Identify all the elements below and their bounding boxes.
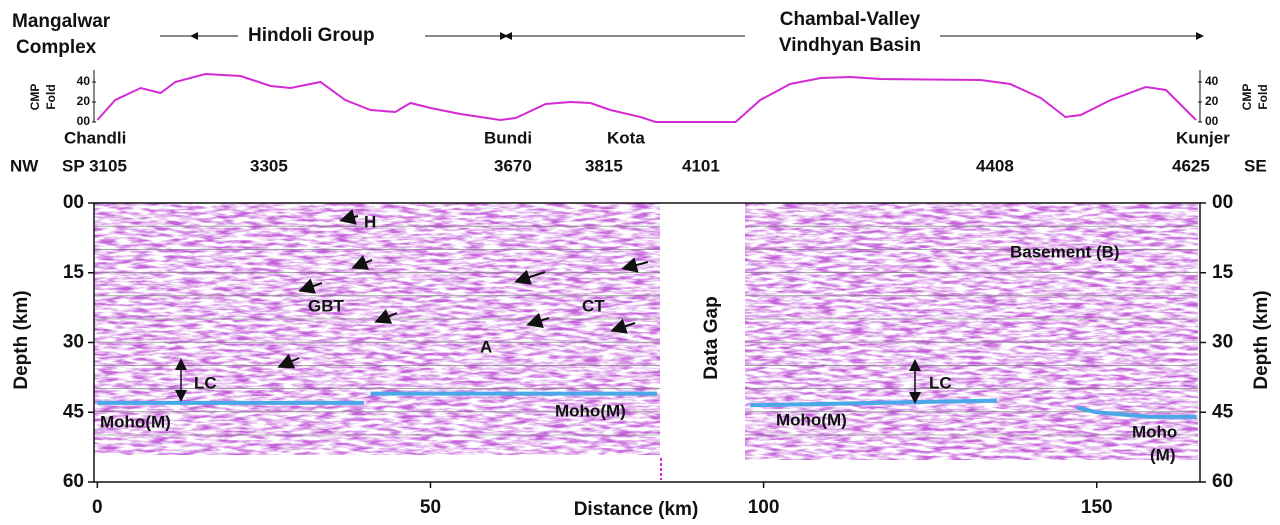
arrow xyxy=(526,312,550,329)
annotation: (M) xyxy=(1150,445,1175,464)
station: Kunjer xyxy=(1176,128,1230,147)
y-tick-label: 40 xyxy=(77,74,91,88)
annotation: Moho xyxy=(1132,422,1177,441)
shot-point: SP 3105 xyxy=(62,156,127,175)
y2-tick-label: 20 xyxy=(1205,94,1219,108)
arrow xyxy=(351,255,373,270)
annotation: Basement (B) xyxy=(1010,242,1120,261)
station: Chandli xyxy=(64,128,126,147)
seismic-texture xyxy=(94,203,660,455)
moho-line xyxy=(1076,405,1197,419)
arrow xyxy=(621,257,649,273)
group-label: Complex xyxy=(16,37,97,58)
annotation: LC xyxy=(194,373,217,392)
data-gap: Data Gap xyxy=(701,296,722,379)
y2-tick-label: 45 xyxy=(1212,401,1234,422)
shot-point: 3815 xyxy=(585,156,623,175)
y2-tick-label: 30 xyxy=(1212,332,1233,353)
shot-point: 4625 xyxy=(1172,156,1210,175)
annotation: LC xyxy=(929,373,952,392)
y-tick-label: 00 xyxy=(63,192,84,213)
arrow xyxy=(277,353,300,369)
x-tick-label: 50 xyxy=(420,497,441,518)
y2-axis-label: CMP xyxy=(1240,84,1254,111)
y-tick-label: 30 xyxy=(63,332,84,353)
annotation: GBT xyxy=(308,296,345,315)
y2-axis-label: Fold xyxy=(1256,84,1270,109)
y-axis-label: Fold xyxy=(44,84,58,109)
y-axis-label: Depth (km) xyxy=(11,290,32,389)
y-axis-label: CMP xyxy=(28,84,42,111)
annotation: Moho(M) xyxy=(555,401,626,420)
x-tick-label: 100 xyxy=(748,497,780,518)
y2-tick-label: 40 xyxy=(1205,74,1219,88)
station: Kota xyxy=(607,128,645,147)
direction: SE xyxy=(1244,156,1267,175)
arrow xyxy=(374,308,398,324)
group-label: Vindhyan Basin xyxy=(779,35,921,56)
y2-tick-label: 60 xyxy=(1212,471,1233,492)
cmp-fold-line xyxy=(96,72,1197,123)
group-label: Hindoli Group xyxy=(248,25,375,46)
y-tick-label: 45 xyxy=(63,401,85,422)
direction: NW xyxy=(10,156,39,175)
shot-point: 4408 xyxy=(976,156,1014,175)
group-label: Mangalwar xyxy=(12,11,111,32)
shot-point: 4101 xyxy=(682,156,720,175)
annotation: H xyxy=(364,212,376,231)
shot-point: 3670 xyxy=(494,156,532,175)
x-tick-label: 0 xyxy=(92,497,103,518)
y-tick-label: 15 xyxy=(63,262,85,283)
group-label: Chambal-Valley xyxy=(780,9,921,30)
arrow xyxy=(514,269,546,285)
y-tick-label: 20 xyxy=(77,94,91,108)
annotation: CT xyxy=(582,296,605,315)
arrow xyxy=(339,209,359,225)
arrow xyxy=(610,318,636,334)
y-tick-label: 00 xyxy=(77,114,91,128)
y2-tick-label: 15 xyxy=(1212,262,1234,283)
y2-tick-label: 00 xyxy=(1205,114,1219,128)
x-axis-label: Distance (km) xyxy=(574,499,699,520)
moho-line xyxy=(750,398,997,408)
y-tick-label: 60 xyxy=(63,471,84,492)
shot-point: 3305 xyxy=(250,156,288,175)
y2-tick-label: 00 xyxy=(1212,192,1233,213)
annotation: Moho(M) xyxy=(100,412,171,431)
seismic-texture xyxy=(745,203,1198,460)
annotation: Moho(M) xyxy=(776,410,847,429)
arrow xyxy=(298,278,323,294)
y2-axis-label: Depth (km) xyxy=(1251,290,1272,389)
x-tick-label: 150 xyxy=(1081,497,1113,518)
station: Bundi xyxy=(484,128,532,147)
annotation: A xyxy=(480,337,492,356)
